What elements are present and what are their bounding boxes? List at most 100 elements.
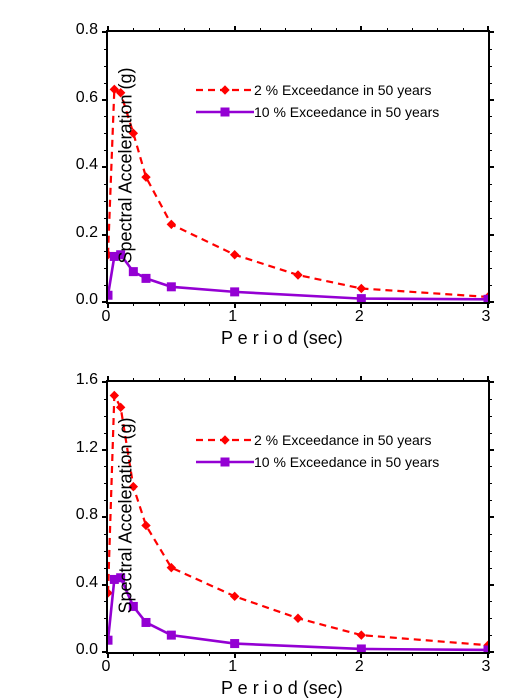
y-tick-label: 0.8 <box>64 506 98 524</box>
y-minor-tick <box>488 433 492 434</box>
x-tick-label: 3 <box>482 658 491 676</box>
x-tick-label: 1 <box>228 308 237 326</box>
marker-2pct <box>117 403 125 411</box>
x-minor-tick <box>285 302 286 306</box>
y-tick <box>488 234 494 236</box>
y-minor-tick <box>488 83 492 84</box>
legend-entry-2pct: 2 % Exceedance in 50 years <box>196 82 439 98</box>
marker-2pct <box>357 631 365 639</box>
marker-10pct <box>357 295 365 302</box>
y-minor-tick <box>488 66 492 67</box>
legend-swatch <box>196 83 254 97</box>
y-minor-tick <box>488 568 492 569</box>
y-minor-tick <box>488 635 492 636</box>
x-tick-label: 2 <box>355 308 364 326</box>
y-tick-label: 0.0 <box>64 641 98 659</box>
x-minor-tick <box>463 652 464 656</box>
y-minor-tick <box>488 201 492 202</box>
x-minor-tick <box>260 302 261 306</box>
y-minor-tick <box>488 116 492 117</box>
y-tick-label: 0.0 <box>64 291 98 309</box>
x-minor-tick <box>133 302 134 306</box>
y-minor-tick <box>488 49 492 50</box>
y-tick-label: 0.2 <box>64 224 98 242</box>
legend-entry-2pct: 2 % Exceedance in 50 years <box>196 432 439 448</box>
x-minor-tick <box>285 652 286 656</box>
x-minor-tick <box>412 302 413 306</box>
x-minor-tick <box>159 652 160 656</box>
x-minor-tick <box>437 302 438 306</box>
marker-10pct <box>484 295 488 302</box>
x-minor-tick <box>387 652 388 656</box>
y-axis-label: Spectral Acceleration (g) <box>116 67 137 263</box>
y-minor-tick <box>488 251 492 252</box>
y-tick-label: 0.8 <box>64 21 98 39</box>
y-minor-tick <box>488 150 492 151</box>
marker-10pct <box>108 291 112 299</box>
y-minor-tick <box>488 534 492 535</box>
y-tick <box>488 584 494 586</box>
marker-10pct <box>167 631 175 639</box>
x-minor-tick <box>311 652 312 656</box>
y-minor-tick <box>488 133 492 134</box>
legend-label: 10 % Exceedance in 50 years <box>254 104 439 120</box>
y-minor-tick <box>488 500 492 501</box>
plot-area-bottom <box>106 380 490 654</box>
y-tick-label: 0.4 <box>64 156 98 174</box>
marker-2pct <box>231 592 239 600</box>
plot-area-top <box>106 30 490 304</box>
x-minor-tick <box>463 302 464 306</box>
legend-entry-10pct: 10 % Exceedance in 50 years <box>196 104 439 120</box>
marker-10pct <box>129 268 137 276</box>
x-minor-tick <box>209 652 210 656</box>
x-minor-tick <box>159 302 160 306</box>
y-minor-tick <box>488 416 492 417</box>
y-minor-tick <box>488 483 492 484</box>
y-minor-tick <box>488 601 492 602</box>
marker-10pct <box>231 288 239 296</box>
marker-10pct <box>142 274 150 282</box>
x-axis-label: P e r i o d (sec) <box>221 678 343 699</box>
x-minor-tick <box>184 652 185 656</box>
marker-10pct <box>231 640 239 648</box>
legend-entry-10pct: 10 % Exceedance in 50 years <box>196 454 439 470</box>
y-tick <box>488 166 494 168</box>
y-tick-label: 0.6 <box>64 89 98 107</box>
x-minor-tick <box>184 302 185 306</box>
y-tick <box>488 449 494 451</box>
y-minor-tick <box>488 285 492 286</box>
y-minor-tick <box>488 268 492 269</box>
y-axis-label: Spectral Acceleration (g) <box>116 417 137 613</box>
x-minor-tick <box>209 302 210 306</box>
y-tick <box>488 516 494 518</box>
y-minor-tick <box>488 551 492 552</box>
legend-label: 10 % Exceedance in 50 years <box>254 454 439 470</box>
marker-2pct <box>167 220 175 228</box>
x-minor-tick <box>437 652 438 656</box>
legend-top: 2 % Exceedance in 50 years 10 % Exceedanc… <box>196 82 439 126</box>
y-minor-tick <box>488 184 492 185</box>
legend-bottom: 2 % Exceedance in 50 years 10 % Exceedanc… <box>196 432 439 476</box>
x-tick-label: 2 <box>355 658 364 676</box>
legend-swatch <box>196 433 254 447</box>
x-minor-tick <box>311 302 312 306</box>
y-minor-tick <box>488 399 492 400</box>
marker-2pct <box>142 521 150 529</box>
x-tick-label: 0 <box>102 308 111 326</box>
y-minor-tick <box>488 618 492 619</box>
y-minor-tick <box>488 218 492 219</box>
legend-swatch <box>196 455 254 469</box>
legend-label: 2 % Exceedance in 50 years <box>254 82 431 98</box>
plot-svg-bottom <box>108 382 488 652</box>
marker-10pct <box>357 645 365 652</box>
marker-10pct <box>142 618 150 626</box>
legend-label: 2 % Exceedance in 50 years <box>254 432 431 448</box>
marker-2pct <box>142 173 150 181</box>
y-tick-label: 1.2 <box>64 439 98 457</box>
y-tick-label: 0.4 <box>64 574 98 592</box>
y-tick-label: 1.6 <box>64 371 98 389</box>
marker-2pct <box>294 614 302 622</box>
marker-10pct <box>108 636 112 644</box>
marker-10pct <box>484 646 488 652</box>
x-minor-tick <box>133 652 134 656</box>
